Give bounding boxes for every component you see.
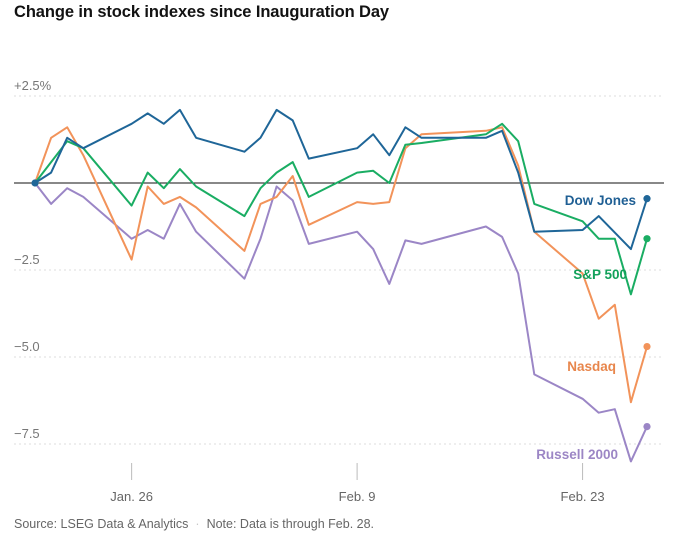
series-line-nasdaq — [34, 126, 648, 404]
series-line-russell-2000 — [34, 182, 648, 463]
series-label-nasdaq: Nasdaq — [567, 359, 616, 374]
y-tick-label: −5.0 — [14, 339, 40, 354]
gridlines: +2.5% −2.5 −5.0 −7.5 — [14, 78, 664, 445]
x-tick-label: Feb. 23 — [561, 489, 605, 504]
series-endpoint-dow-jones — [643, 195, 651, 203]
footer: Source: LSEG Data & Analytics · Note: Data… — [14, 517, 374, 531]
series-label-dow-jones: Dow Jones — [565, 193, 636, 208]
chart-title: Change in stock indexes since Inaugurati… — [14, 3, 389, 21]
series-labels: Russell 2000 Nasdaq S&P 500 Dow Jones — [536, 193, 636, 462]
series-line-dow-jones — [34, 108, 648, 251]
series-lines — [31, 108, 651, 463]
series-endpoint-s-p-500 — [643, 235, 651, 243]
start-point-marker — [31, 179, 39, 187]
series-label-s-p-500: S&P 500 — [573, 267, 627, 282]
series-line-s-p-500 — [34, 122, 648, 296]
series-endpoint-russell-2000 — [643, 423, 651, 431]
x-tick-label: Jan. 26 — [110, 489, 153, 504]
y-tick-label: −2.5 — [14, 252, 40, 267]
series-label-russell-2000: Russell 2000 — [536, 447, 618, 462]
y-tick-label: −7.5 — [14, 426, 40, 441]
x-tick-label: Feb. 9 — [339, 489, 376, 504]
source-text: Source: LSEG Data & Analytics — [14, 517, 189, 531]
note-text: Note: Data is through Feb. 28. — [206, 517, 375, 531]
series-endpoint-nasdaq — [643, 342, 651, 351]
y-tick-label: +2.5% — [14, 78, 52, 93]
separator-dot: · — [195, 517, 200, 531]
x-axis: Jan. 26 Feb. 9 Feb. 23 — [110, 463, 605, 504]
